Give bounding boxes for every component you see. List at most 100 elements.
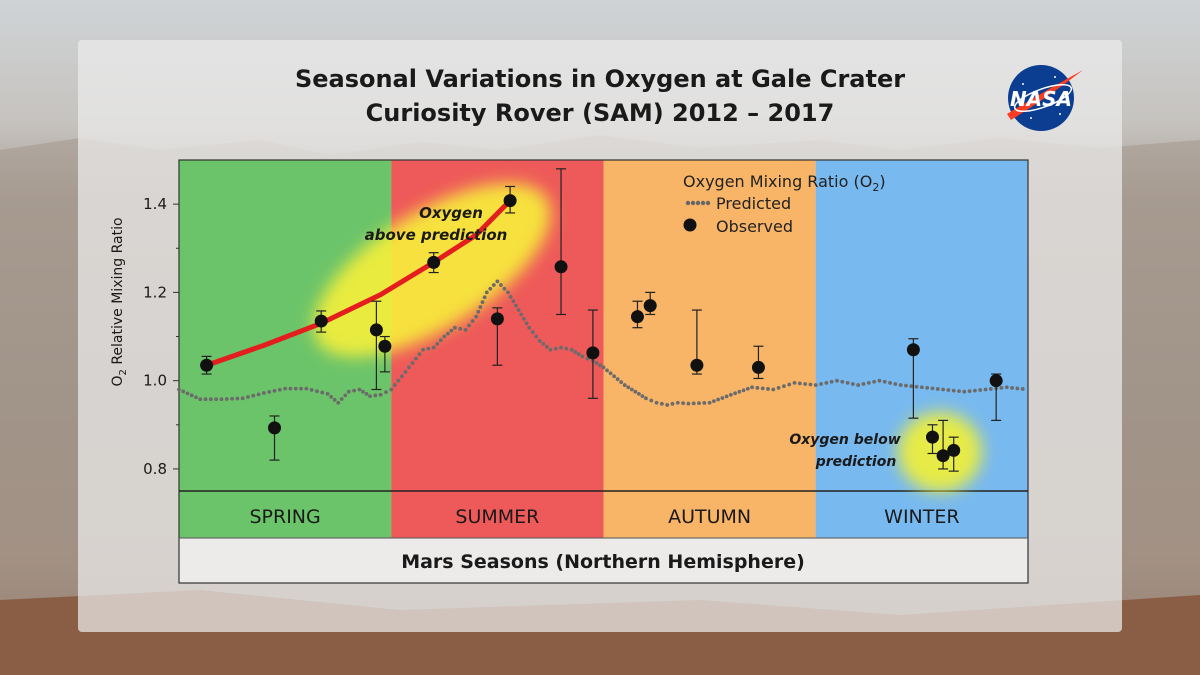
predicted-point	[914, 384, 919, 389]
predicted-point	[339, 397, 344, 401]
predicted-point	[336, 400, 341, 405]
observed-marker	[586, 346, 600, 360]
predicted-point	[845, 380, 850, 385]
predicted-point	[576, 352, 581, 357]
observed-point	[690, 309, 704, 375]
predicted-point	[1010, 385, 1014, 390]
predicted-point	[659, 401, 664, 406]
predicted-point	[315, 389, 319, 394]
observed-marker	[906, 343, 920, 357]
predicted-point	[882, 379, 887, 384]
predicted-point	[797, 381, 802, 386]
predicted-point	[256, 392, 261, 397]
legend-observed-label: Observed	[716, 217, 793, 236]
predicted-point	[467, 323, 471, 328]
predicted-point	[760, 386, 765, 391]
observed-series	[200, 168, 1003, 472]
legend-title-main: Oxygen Mixing Ratio (O	[683, 172, 872, 191]
predicted-point	[484, 290, 489, 295]
predicted-point	[941, 387, 945, 392]
predicted-point	[909, 384, 914, 389]
observed-marker	[989, 374, 1003, 388]
predicted-point	[755, 385, 760, 390]
predicted-point	[559, 345, 563, 350]
y-tick-label: 1.0	[143, 372, 167, 390]
predicted-point	[893, 382, 898, 386]
observed-point	[554, 168, 568, 316]
predicted-point	[541, 341, 546, 346]
predicted-point	[458, 326, 463, 331]
predicted-point	[325, 392, 330, 396]
season-labels: SPRING SUMMER AUTUMN WINTER	[249, 506, 959, 528]
observed-point	[630, 300, 644, 329]
predicted-point	[545, 344, 549, 349]
predicted-point	[426, 346, 431, 351]
predicted-point	[962, 389, 967, 394]
predicted-point	[194, 395, 198, 400]
predicted-point	[343, 393, 348, 398]
predicted-point	[530, 330, 535, 335]
predicted-point	[580, 354, 585, 359]
predicted-point	[476, 309, 481, 314]
observed-marker	[369, 323, 383, 337]
chart-title-line2: Curiosity Rover (SAM) 2012 – 2017	[365, 99, 835, 127]
y-axis-label-sub: 2	[118, 369, 129, 375]
observed-marker	[925, 430, 939, 444]
observed-marker	[490, 312, 504, 326]
predicted-point	[644, 396, 648, 401]
predicted-point	[888, 380, 892, 385]
predicted-point	[750, 385, 754, 390]
chart-title-line1: Seasonal Variations in Oxygen at Gale Cr…	[294, 65, 906, 93]
predicted-point	[850, 382, 855, 386]
observed-marker	[503, 194, 517, 208]
predicted-point	[707, 400, 712, 405]
y-tick-label: 1.2	[143, 283, 167, 301]
predicted-point	[819, 382, 823, 386]
predicted-point	[946, 388, 951, 392]
predicted-point	[224, 397, 229, 401]
observed-point	[906, 338, 920, 419]
predicted-point	[866, 380, 871, 385]
chart-frame	[178, 159, 1029, 584]
predicted-point	[605, 368, 609, 373]
predicted-point	[185, 391, 190, 396]
predicted-point	[431, 345, 436, 350]
predicted-point	[214, 397, 219, 402]
predicted-point	[203, 397, 208, 402]
predicted-point	[435, 341, 440, 346]
predicted-point	[389, 387, 394, 392]
x-axis-label-strip	[179, 538, 1028, 583]
predicted-point	[702, 401, 707, 405]
predicted-point	[619, 380, 624, 385]
predicted-point	[594, 361, 599, 365]
y-tick-label: 1.4	[143, 195, 167, 213]
predicted-point	[787, 382, 792, 387]
predicted-point	[741, 388, 746, 393]
predicted-point	[309, 388, 314, 392]
predicted-point	[491, 283, 496, 287]
predicted-point	[608, 371, 613, 376]
predicted-point	[277, 387, 282, 392]
predicted-point	[745, 386, 750, 391]
predicted-point	[438, 338, 443, 343]
observed-point	[936, 419, 950, 470]
predicted-point	[329, 394, 334, 399]
predicted-point	[615, 377, 620, 382]
predicted-point	[399, 374, 404, 379]
predicted-point	[626, 385, 631, 390]
predicted-point	[622, 383, 627, 387]
predicted-point	[251, 393, 256, 398]
observed-point	[314, 310, 328, 333]
predicted-point	[612, 374, 617, 379]
predicted-point	[930, 386, 935, 391]
predicted-point	[392, 383, 397, 387]
predicted-point	[378, 392, 383, 397]
predicted-point	[856, 383, 861, 387]
observed-point	[200, 355, 214, 375]
predicted-point	[527, 325, 532, 330]
predicted-point	[1004, 385, 1009, 390]
predicted-point	[720, 396, 725, 400]
predicted-point	[601, 365, 606, 370]
predicted-point	[283, 386, 288, 391]
predicted-point	[665, 403, 670, 407]
